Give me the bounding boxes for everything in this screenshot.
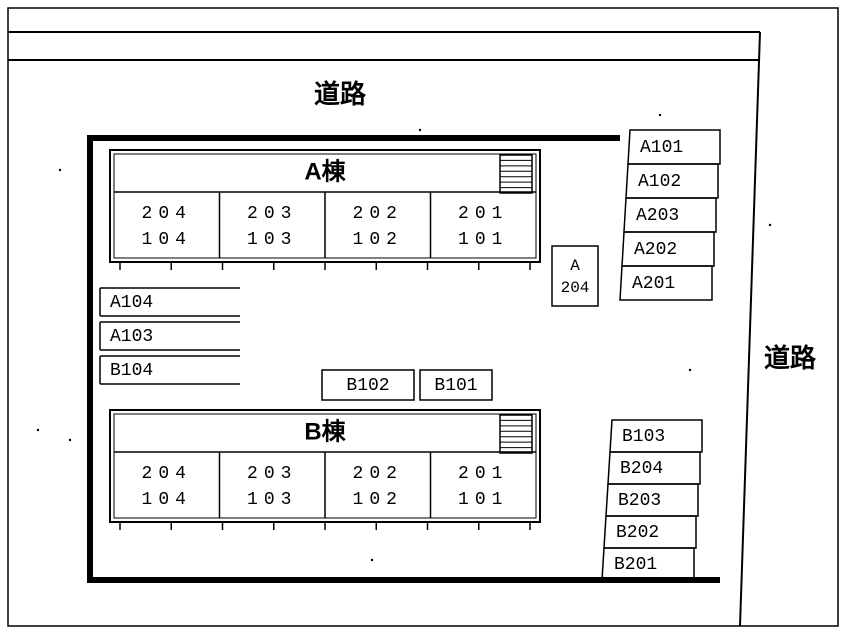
- unit-B-top-2: 202: [353, 464, 403, 484]
- unit-A-top-0: 204: [142, 204, 192, 224]
- parking-right-top-0: A101: [640, 138, 683, 158]
- unit-A-top-2: 202: [353, 204, 403, 224]
- parking-left-2: B104: [110, 361, 153, 381]
- unit-A-top-1: 203: [247, 204, 297, 224]
- parking-mid-1: B101: [434, 376, 477, 396]
- unit-B-bot-1: 103: [247, 490, 297, 510]
- parking-mid-0: B102: [346, 376, 389, 396]
- parking-right-bot-3: B202: [616, 523, 659, 543]
- a204-top: A: [570, 257, 580, 275]
- parking-right-top-4: A201: [632, 274, 675, 294]
- unit-B-top-3: 201: [458, 464, 508, 484]
- parking-right-top-1: A102: [638, 172, 681, 192]
- unit-B-top-1: 203: [247, 464, 297, 484]
- a204-bot: 204: [561, 279, 590, 297]
- road-label-right: 道路: [764, 343, 817, 373]
- unit-B-top-0: 204: [142, 464, 192, 484]
- building-title-B: B棟: [304, 418, 346, 445]
- unit-B-bot-2: 102: [353, 490, 403, 510]
- unit-A-top-3: 201: [458, 204, 508, 224]
- unit-A-bot-0: 104: [142, 230, 192, 250]
- building-title-A: A棟: [304, 158, 346, 185]
- road-label-top: 道路: [314, 79, 367, 109]
- unit-B-bot-3: 101: [458, 490, 508, 510]
- parking-right-bot-0: B103: [622, 427, 665, 447]
- parking-right-bot-2: B203: [618, 491, 661, 511]
- unit-A-bot-1: 103: [247, 230, 297, 250]
- parking-left-1: A103: [110, 327, 153, 347]
- unit-A-bot-2: 102: [353, 230, 403, 250]
- unit-B-bot-0: 104: [142, 490, 192, 510]
- parking-right-top-2: A203: [636, 206, 679, 226]
- parking-right-bot-4: B201: [614, 555, 657, 575]
- parking-right-bot-1: B204: [620, 459, 663, 479]
- unit-A-bot-3: 101: [458, 230, 508, 250]
- parking-left-0: A104: [110, 293, 153, 313]
- parking-right-top-3: A202: [634, 240, 677, 260]
